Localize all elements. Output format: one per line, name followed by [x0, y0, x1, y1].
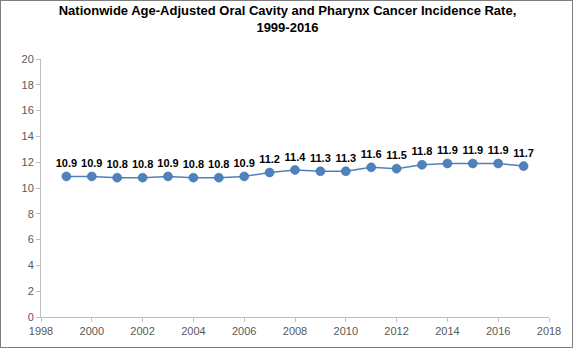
svg-text:8: 8: [28, 208, 34, 220]
svg-text:11.3: 11.3: [310, 152, 331, 164]
svg-text:6: 6: [28, 233, 34, 245]
svg-text:2004: 2004: [181, 325, 205, 337]
svg-text:10.8: 10.8: [208, 158, 229, 170]
svg-text:2010: 2010: [334, 325, 358, 337]
svg-text:18: 18: [22, 79, 34, 91]
svg-text:20: 20: [22, 53, 34, 65]
svg-text:10.8: 10.8: [132, 158, 153, 170]
svg-text:4: 4: [28, 259, 34, 271]
svg-text:11.9: 11.9: [437, 144, 458, 156]
svg-text:2000: 2000: [80, 325, 104, 337]
svg-text:11.2: 11.2: [259, 153, 280, 165]
svg-text:2016: 2016: [486, 325, 510, 337]
svg-text:10: 10: [22, 182, 34, 194]
svg-text:10.9: 10.9: [81, 157, 102, 169]
svg-text:14: 14: [22, 130, 34, 142]
svg-text:2006: 2006: [232, 325, 256, 337]
svg-text:11.9: 11.9: [488, 144, 509, 156]
svg-text:2: 2: [28, 285, 34, 297]
svg-text:11.3: 11.3: [335, 152, 356, 164]
svg-text:11.6: 11.6: [361, 148, 382, 160]
svg-text:2008: 2008: [283, 325, 307, 337]
svg-text:10.8: 10.8: [183, 158, 204, 170]
svg-text:Nationwide Age-Adjusted Oral C: Nationwide Age-Adjusted Oral Cavity and …: [59, 3, 517, 35]
svg-text:2018: 2018: [537, 325, 561, 337]
svg-text:11.5: 11.5: [386, 149, 407, 161]
svg-text:11.9: 11.9: [462, 144, 483, 156]
svg-text:16: 16: [22, 104, 34, 116]
svg-text:2014: 2014: [435, 325, 459, 337]
svg-text:10.9: 10.9: [56, 157, 77, 169]
svg-text:10.8: 10.8: [106, 158, 127, 170]
svg-text:10.9: 10.9: [233, 157, 254, 169]
svg-text:10.9: 10.9: [157, 157, 178, 169]
svg-text:2002: 2002: [130, 325, 154, 337]
svg-text:12: 12: [22, 156, 34, 168]
svg-text:2012: 2012: [384, 325, 408, 337]
svg-text:11.4: 11.4: [285, 151, 307, 163]
svg-text:0: 0: [28, 311, 34, 323]
svg-text:11.7: 11.7: [513, 147, 534, 159]
svg-text:11.8: 11.8: [412, 145, 433, 157]
svg-text:1998: 1998: [29, 325, 53, 337]
